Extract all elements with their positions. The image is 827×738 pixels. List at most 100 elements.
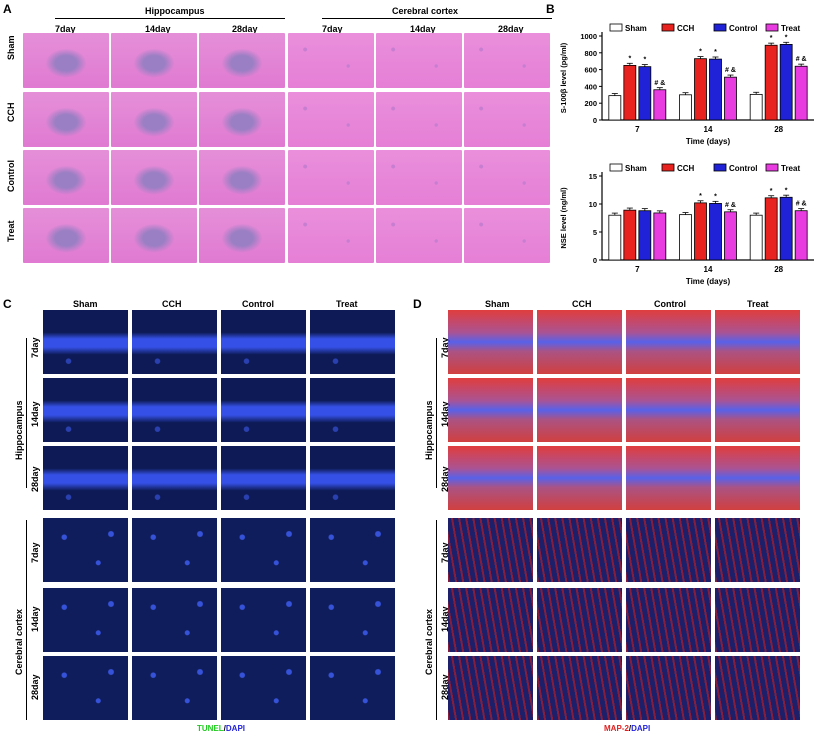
map-image-r1-c1 (537, 378, 622, 442)
panel-a-row-treat: Treat (6, 220, 16, 242)
tun-image-r3-c1 (132, 518, 217, 582)
panel-a-ctx-14day: 14day (410, 24, 436, 34)
s100b-bar-sham-14 (679, 94, 692, 121)
nse-legend-swatch-sham (609, 163, 623, 172)
tun-image-r2-c2 (221, 446, 306, 510)
s100b-ytick-label-1000: 1000 (580, 32, 597, 41)
map-image-r1-c2 (626, 378, 711, 442)
panel-c-col-sham: Sham (73, 299, 98, 309)
he-image-r2-c3 (288, 150, 374, 205)
tun-image-r1-c3 (310, 378, 395, 442)
map-image-r3-c1 (537, 518, 622, 582)
nse-annotation-3: * (770, 188, 773, 195)
nse-bar-cch-28 (764, 197, 778, 261)
s100b-bar-cch-7 (623, 65, 637, 121)
s100b-legend-swatch-cch (661, 23, 675, 32)
map-image-r2-c0 (448, 446, 533, 510)
tun-image-r4-c1 (132, 588, 217, 652)
tun-image-r5-c2 (221, 656, 306, 720)
panel-d-col-control: Control (654, 299, 686, 309)
map-image-r2-c3 (715, 446, 800, 510)
panel-c-letter: C (3, 297, 12, 311)
panel-c-region-cortex: Cerebral cortex (14, 608, 24, 675)
nse-ylabel: NSE level (ng/ml) (559, 187, 568, 249)
map-image-r5-c3 (715, 656, 800, 720)
s100b-annotation-0: * (628, 55, 631, 62)
nse-annotation-0: * (699, 193, 702, 200)
nse-legend-swatch-cch (661, 163, 675, 172)
nse-bar-cch-7 (623, 209, 637, 261)
nse-legend-label-treat: Treat (781, 164, 800, 173)
s100b-xtick-label-28: 28 (774, 125, 783, 134)
map-image-r0-c2 (626, 310, 711, 374)
he-image-r0-c5 (464, 33, 550, 88)
panel-d-col-cch: CCH (572, 299, 592, 309)
panel-c-ctx-7day: 7day (30, 542, 40, 563)
tun-image-r2-c3 (310, 446, 395, 510)
panel-c-col-control: Control (242, 299, 274, 309)
panel-d-region-cortex: Cerebral cortex (424, 608, 434, 675)
nse-legend-label-cch: CCH (677, 164, 695, 173)
s100b-annotation-8: # & (796, 56, 807, 63)
panel-a-hip-28day: 28day (232, 24, 258, 34)
panel-b-letter: B (546, 2, 555, 16)
tun-image-r1-c2 (221, 378, 306, 442)
map-image-r3-c3 (715, 518, 800, 582)
panel-c-ctx-14day: 14day (30, 606, 40, 632)
s100b-legend-label-cch: CCH (677, 24, 695, 33)
dapi-label: DAPI (631, 724, 651, 733)
map-image-r0-c3 (715, 310, 800, 374)
nse-bar-treat-28 (794, 210, 808, 261)
tun-image-r4-c3 (310, 588, 395, 652)
tun-image-r0-c2 (221, 310, 306, 374)
tun-image-r4-c0 (43, 588, 128, 652)
panel-a-hip-7day: 7day (55, 24, 76, 34)
he-image-r1-c1 (111, 92, 197, 147)
nse-annotation-1: * (714, 193, 717, 200)
s100b-bar-cch-14 (694, 58, 707, 121)
he-image-r1-c0 (23, 92, 109, 147)
map-image-r0-c1 (537, 310, 622, 374)
panel-a-ctx-28day: 28day (498, 24, 524, 34)
he-image-r0-c2 (199, 33, 285, 88)
s100b-legend-swatch-sham (609, 23, 623, 32)
panel-c-stain-caption: TUNEL/DAPI (197, 724, 245, 733)
tun-image-r3-c3 (310, 518, 395, 582)
panel-c-col-treat: Treat (336, 299, 358, 309)
panel-a-ctx-7day: 7day (322, 24, 343, 34)
s100b-bar-treat-7 (653, 89, 667, 121)
map-image-r3-c2 (626, 518, 711, 582)
tun-image-r0-c1 (132, 310, 217, 374)
map-image-r3-c0 (448, 518, 533, 582)
map-image-r4-c2 (626, 588, 711, 652)
s100b-annotation-3: * (699, 49, 702, 56)
panel-d-letter: D (413, 297, 422, 311)
s100b-ytick-label-200: 200 (584, 99, 597, 108)
he-image-r1-c2 (199, 92, 285, 147)
tun-image-r3-c0 (43, 518, 128, 582)
panel-a-ctx-underline (322, 18, 552, 19)
panel-d-col-sham: Sham (485, 299, 510, 309)
s100b-bar-control-7 (638, 66, 652, 121)
nse-ytick-label-15: 15 (589, 172, 597, 181)
map-image-r0-c0 (448, 310, 533, 374)
s100b-annotation-5: # & (725, 67, 736, 74)
s100b-xlabel: Time (days) (686, 137, 731, 146)
nse-bar-treat-7 (653, 212, 667, 261)
nse-bar-sham-7 (608, 214, 622, 261)
s100b-xtick-label-14: 14 (704, 125, 713, 134)
he-image-r2-c0 (23, 150, 109, 205)
tun-image-r5-c0 (43, 656, 128, 720)
s100b-bar-control-14 (709, 58, 722, 121)
tun-image-r0-c3 (310, 310, 395, 374)
he-image-r2-c5 (464, 150, 550, 205)
he-image-r3-c4 (376, 208, 462, 263)
he-image-r1-c4 (376, 92, 462, 147)
nse-xtick-label-7: 7 (635, 265, 640, 274)
he-image-r3-c0 (23, 208, 109, 263)
he-image-r0-c3 (288, 33, 374, 88)
panel-d-region-hippocampus: Hippocampus (424, 400, 434, 460)
map-image-r2-c1 (537, 446, 622, 510)
nse-xlabel: Time (days) (686, 277, 731, 286)
panel-d-ctx-bracket (436, 520, 437, 720)
